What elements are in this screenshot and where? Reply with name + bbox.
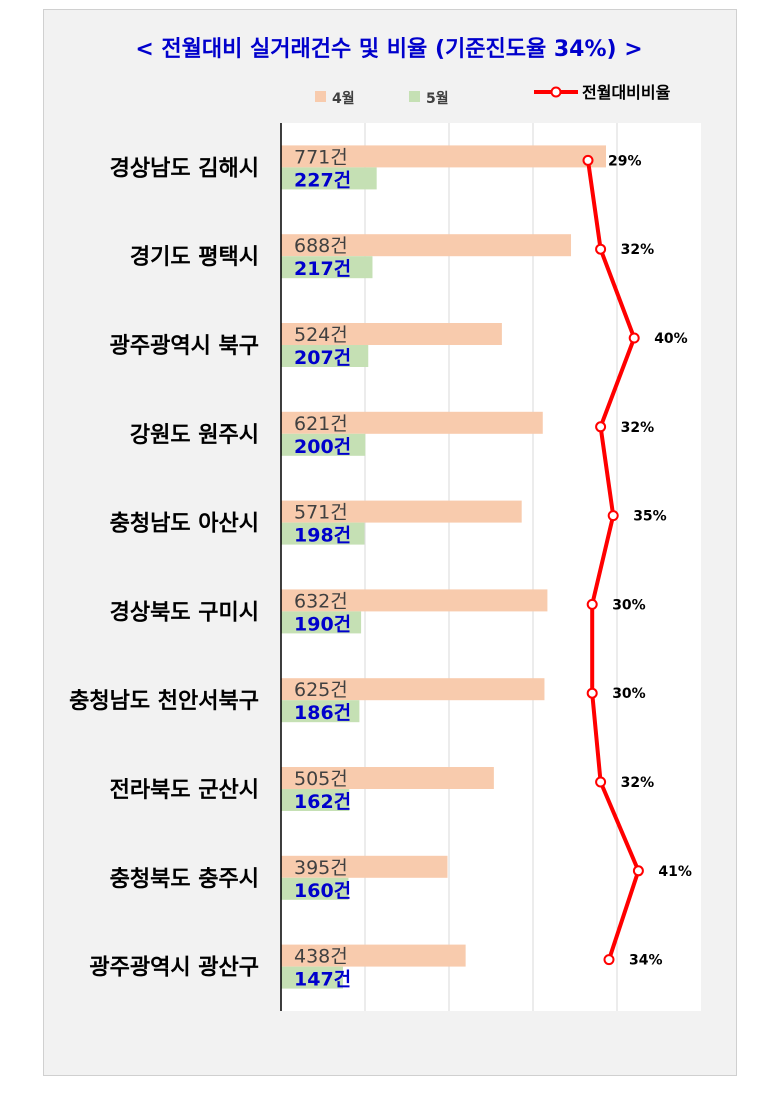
bar-may — [281, 167, 377, 190]
bar-may — [281, 345, 369, 367]
legend-label-may: 5월 — [426, 90, 449, 107]
ratio-label: 32% — [621, 242, 655, 258]
category-label: 전라북도 군산시 — [110, 778, 259, 803]
data-label-may: 162건 — [294, 791, 351, 813]
legend-label-april: 4월 — [332, 90, 355, 107]
bar-may — [281, 433, 366, 456]
data-label-april: 438건 — [294, 946, 348, 968]
bar-may — [281, 877, 349, 900]
category-label: 충청남도 아산시 — [110, 512, 259, 537]
ratio-marker — [586, 687, 598, 699]
legend-swatch-may — [409, 91, 420, 102]
chart-title: < 전월대비 실거래건수 및 비율 (기준진도율 34%) > — [135, 37, 642, 62]
ratio-marker — [595, 243, 607, 255]
ratio-label: 40% — [654, 331, 688, 347]
ratio-label: 32% — [621, 420, 655, 436]
legend-line-marker — [550, 86, 562, 98]
bar-april — [281, 145, 606, 168]
data-label-april: 395건 — [294, 857, 348, 879]
ratio-marker — [595, 421, 607, 433]
ratio-marker — [586, 598, 598, 610]
gridlines — [364, 123, 618, 1011]
ratio-label: 34% — [629, 953, 663, 969]
bar-may — [281, 789, 350, 811]
ratio-label: 35% — [633, 509, 667, 525]
data-label-may: 190건 — [294, 613, 351, 635]
bar-april — [281, 767, 494, 789]
data-label-april: 621건 — [294, 413, 348, 435]
data-label-april: 524건 — [294, 324, 348, 346]
category-label: 충청북도 충주시 — [110, 867, 259, 892]
category-label: 강원도 원주시 — [130, 423, 259, 448]
bar-april — [281, 678, 545, 701]
data-label-april: 632건 — [294, 590, 348, 612]
bar-may — [281, 966, 343, 989]
bar-may — [281, 611, 362, 634]
data-label-april: 625건 — [294, 679, 348, 701]
bar-april — [281, 411, 543, 434]
ratio-line — [586, 160, 641, 961]
category-label: 경상남도 김해시 — [110, 156, 259, 181]
ratio-marker — [628, 332, 640, 344]
data-label-may: 207건 — [294, 347, 351, 369]
category-label: 경기도 평택시 — [130, 245, 259, 270]
bar-may — [281, 522, 365, 545]
data-label-april: 688건 — [294, 235, 348, 257]
ratio-label: 32% — [621, 775, 655, 791]
bar-april — [281, 234, 572, 257]
legend-swatch-april — [315, 91, 326, 102]
bar-april — [281, 589, 548, 612]
data-label-may: 200건 — [294, 436, 351, 458]
ratio-label: 30% — [612, 597, 646, 613]
bar-april — [281, 323, 502, 345]
bar-april — [281, 944, 466, 967]
category-label: 광주광역시 북구 — [110, 334, 259, 359]
legend: 4월 5월 전월대비비율 — [315, 83, 671, 107]
data-label-may: 186건 — [294, 702, 351, 724]
ratio-marker — [607, 510, 619, 522]
data-label-april: 571건 — [294, 502, 348, 524]
ratio-marker — [582, 154, 594, 166]
ratio-marker — [603, 954, 615, 966]
data-label-may: 217건 — [294, 258, 351, 280]
ratio-line-layer: 29% 32% 40% 32% 35% 30% 30% 32% 41% 34% — [582, 153, 692, 969]
ratio-label: 41% — [658, 864, 692, 880]
bar-april — [281, 500, 522, 523]
bars — [281, 145, 606, 989]
ratio-label: 30% — [612, 686, 646, 702]
ratio-marker — [632, 865, 644, 877]
bar-april — [281, 855, 448, 878]
category-label: 경상북도 구미시 — [110, 600, 259, 625]
data-label-april: 505건 — [294, 768, 348, 790]
data-label-may: 198건 — [294, 525, 351, 547]
ratio-marker — [595, 776, 607, 788]
category-label: 충청남도 천안서북구 — [69, 689, 259, 714]
bar-may — [281, 700, 360, 723]
bar-may — [281, 256, 373, 279]
data-label-may: 227건 — [294, 169, 351, 191]
data-label-may: 147건 — [294, 969, 351, 991]
category-label: 광주광역시 광산구 — [89, 956, 259, 981]
data-label-may: 160건 — [294, 880, 351, 902]
ratio-label: 29% — [608, 153, 642, 169]
legend-label-ratio: 전월대비비율 — [582, 83, 671, 102]
data-label-april: 771건 — [294, 146, 348, 168]
